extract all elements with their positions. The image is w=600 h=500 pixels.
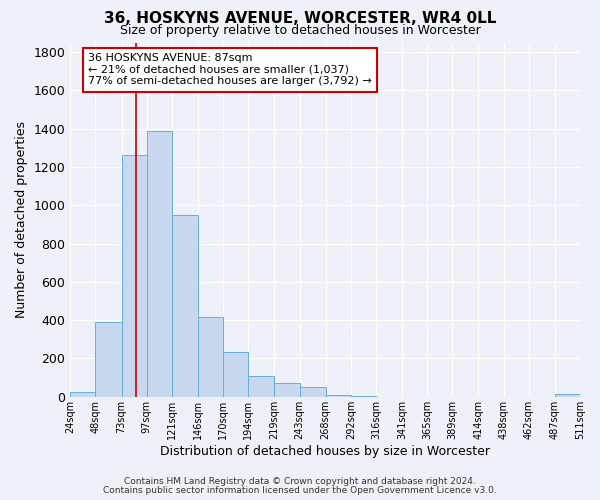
X-axis label: Distribution of detached houses by size in Worcester: Distribution of detached houses by size … (160, 444, 490, 458)
Bar (95, 322, 122, 397)
Text: Contains public sector information licensed under the Open Government Licence v3: Contains public sector information licen… (103, 486, 497, 495)
Text: 36, HOSKYNS AVENUE, WORCESTER, WR4 0LL: 36, HOSKYNS AVENUE, WORCESTER, WR4 0LL (104, 11, 496, 26)
Bar (299, 387, 326, 397)
Bar (248, 376, 274, 397)
Bar (172, 215, 198, 397)
Y-axis label: Number of detached properties: Number of detached properties (15, 121, 28, 318)
Bar (70, 392, 95, 397)
Bar (198, 318, 223, 397)
Bar (122, 156, 146, 397)
Text: Size of property relative to detached houses in Worcester: Size of property relative to detached ho… (119, 24, 481, 37)
Bar (555, 394, 580, 397)
Bar (326, 395, 351, 397)
Text: Contains HM Land Registry data © Crown copyright and database right 2024.: Contains HM Land Registry data © Crown c… (124, 477, 476, 486)
Bar (223, 352, 248, 397)
Bar (274, 384, 299, 397)
Text: 36 HOSKYNS AVENUE: 87sqm
← 21% of detached houses are smaller (1,037)
77% of sem: 36 HOSKYNS AVENUE: 87sqm ← 21% of detach… (88, 53, 372, 86)
Bar (351, 396, 376, 397)
Bar (146, 130, 172, 397)
